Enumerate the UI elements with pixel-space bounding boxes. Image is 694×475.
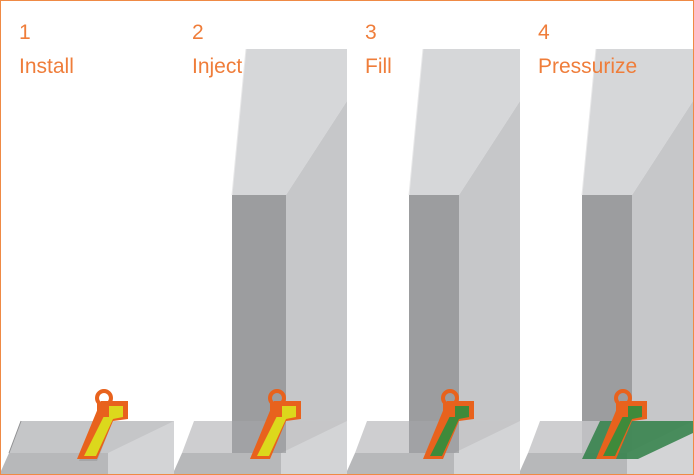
wall-front — [409, 195, 459, 453]
step-label: Install — [19, 55, 74, 78]
injection-packer — [596, 389, 647, 459]
step-panel-install: 1 Install — [1, 1, 174, 474]
wall-top — [582, 49, 693, 195]
step-panel-inject: 2 Inject — [174, 1, 347, 474]
injection-packer — [77, 389, 128, 459]
install-illustration — [1, 389, 174, 474]
pressurize-illustration — [520, 48, 693, 474]
wall-front — [582, 195, 632, 453]
fill-illustration — [347, 48, 520, 474]
step-number: 1 — [19, 21, 31, 44]
concrete-slab-face — [108, 421, 174, 474]
step-number: 4 — [538, 21, 550, 44]
inject-illustration — [174, 48, 347, 474]
step-label: Fill — [365, 55, 392, 78]
wall-top — [232, 49, 347, 195]
wall-side — [632, 101, 693, 453]
injection-packer — [250, 389, 301, 459]
step-number: 3 — [365, 21, 377, 44]
wall-side — [459, 101, 520, 453]
step-panel-fill: 3 Fill — [347, 1, 520, 474]
wall-top — [409, 49, 520, 195]
injection-packer — [423, 389, 474, 459]
concrete-slab-face — [281, 421, 347, 474]
wall-front — [232, 195, 286, 453]
wall-side — [286, 101, 347, 453]
step-label: Pressurize — [538, 55, 638, 78]
step-number: 2 — [192, 21, 204, 44]
step-panel-pressurize: 4 Pressurize — [520, 1, 693, 474]
concrete-slab-face — [454, 421, 520, 474]
step-label: Inject — [192, 55, 243, 78]
